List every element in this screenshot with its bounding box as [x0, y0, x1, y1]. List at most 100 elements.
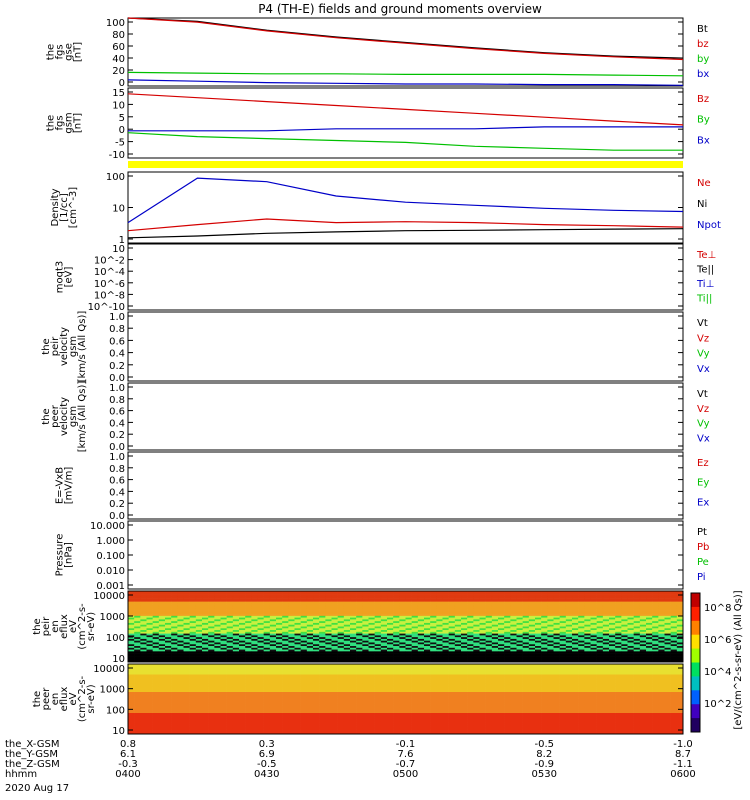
heatmap-cell [177, 599, 184, 602]
heatmap-cell [436, 664, 443, 667]
heatmap-cell [337, 637, 345, 640]
heatmap-cell [239, 603, 246, 606]
heatmap-cell [528, 654, 536, 657]
heatmap-cell [424, 672, 431, 675]
heatmap-cell [245, 612, 252, 615]
heatmap-cell [251, 621, 258, 624]
heatmap-cell [325, 672, 332, 675]
heatmap-cell [498, 617, 505, 620]
heatmap-cell [239, 674, 246, 677]
heatmap-cell [430, 601, 437, 604]
heatmap-cell [602, 624, 610, 627]
panel-frame [127, 590, 684, 663]
heatmap-cell [633, 630, 641, 633]
heatmap-cell [578, 633, 585, 636]
heatmap-cell [313, 671, 320, 674]
heatmap-cell [134, 606, 141, 610]
heatmap-cell [442, 637, 449, 640]
heatmap-cell [319, 601, 326, 604]
heatmap-cell [485, 596, 493, 599]
heatmap-cell [158, 646, 166, 649]
heatmap-cell [356, 605, 363, 608]
heatmap-cell [442, 674, 449, 677]
heatmap-cell [652, 615, 659, 618]
heatmap-cell [276, 638, 283, 641]
heatmap-cell [208, 606, 215, 610]
heatmap-cell [189, 630, 197, 633]
heatmap-cell [239, 685, 246, 688]
heatmap-cell [522, 678, 530, 681]
heatmap-cell [300, 664, 308, 667]
heatmap-cell [424, 681, 431, 684]
heatmap-cell [269, 658, 277, 661]
heatmap-cell [510, 591, 517, 594]
heatmap-cell [547, 624, 554, 627]
heatmap-cell [584, 637, 591, 640]
heatmap-cell [399, 660, 406, 663]
heatmap-cell [368, 619, 375, 622]
heatmap-cell [140, 656, 147, 659]
heatmap-cell [498, 633, 505, 636]
heatmap-cell [627, 664, 634, 667]
heatmap-cell [220, 658, 227, 661]
heatmap-cell [177, 658, 184, 661]
heatmap-cell [411, 603, 419, 606]
heatmap-cell [627, 649, 634, 652]
heatmap-cell [251, 633, 258, 636]
heatmap-cell [202, 633, 209, 636]
heatmap-cell [670, 591, 678, 594]
heatmap-cell [195, 626, 203, 629]
heatmap-cell [639, 608, 647, 611]
heatmap-cell [368, 644, 375, 647]
heatmap-cell [633, 642, 641, 645]
heatmap-cell [541, 619, 548, 622]
heatmap-cell [584, 678, 591, 681]
heatmap-cell [417, 630, 425, 633]
heatmap-cell [387, 649, 394, 652]
heatmap-cell [171, 624, 178, 627]
heatmap-cell [652, 642, 659, 645]
heatmap-cell [171, 596, 178, 599]
heatmap-cell [454, 610, 462, 613]
heatmap-cell [202, 622, 209, 626]
heatmap-cell [411, 622, 419, 626]
heatmap-cell [411, 665, 419, 668]
heatmap-cell [294, 649, 301, 652]
heatmap-cell [491, 667, 499, 670]
heatmap-cell [621, 624, 628, 627]
heatmap-cell [658, 612, 665, 615]
heatmap-cell [578, 669, 585, 672]
heatmap-cell [430, 669, 437, 672]
heatmap-cell [510, 615, 517, 618]
heatmap-cell [399, 596, 406, 599]
heatmap-cell [584, 617, 591, 620]
heatmap-cell [504, 635, 511, 638]
heatmap-cell [282, 608, 289, 611]
heatmap-cell [177, 628, 184, 631]
heatmap-cell [331, 598, 338, 601]
heatmap-cell [467, 664, 474, 667]
heatmap-cell [294, 664, 301, 667]
heatmap-cell [171, 599, 178, 602]
heatmap-cell [220, 614, 227, 617]
heatmap-cell [158, 619, 166, 622]
heatmap-cell [633, 610, 641, 613]
heatmap-cell [448, 669, 456, 672]
heatmap-cell [485, 635, 493, 638]
heatmap-cell [282, 610, 289, 613]
heatmap-cell [479, 676, 486, 679]
heatmap-cell [165, 649, 172, 652]
heatmap-cell [473, 596, 480, 599]
heatmap-cell [652, 683, 659, 686]
heatmap-cell [676, 674, 684, 677]
heatmap-cell [380, 598, 388, 601]
heatmap-cell [214, 615, 221, 618]
heatmap-cell [214, 642, 221, 645]
heatmap-cell [251, 638, 258, 641]
heatmap-cell [152, 671, 160, 674]
heatmap-cell [257, 633, 264, 636]
heatmap-cell [405, 664, 412, 667]
heatmap-cell [288, 683, 295, 686]
heatmap-cell [467, 631, 474, 634]
heatmap-cell [226, 610, 234, 613]
